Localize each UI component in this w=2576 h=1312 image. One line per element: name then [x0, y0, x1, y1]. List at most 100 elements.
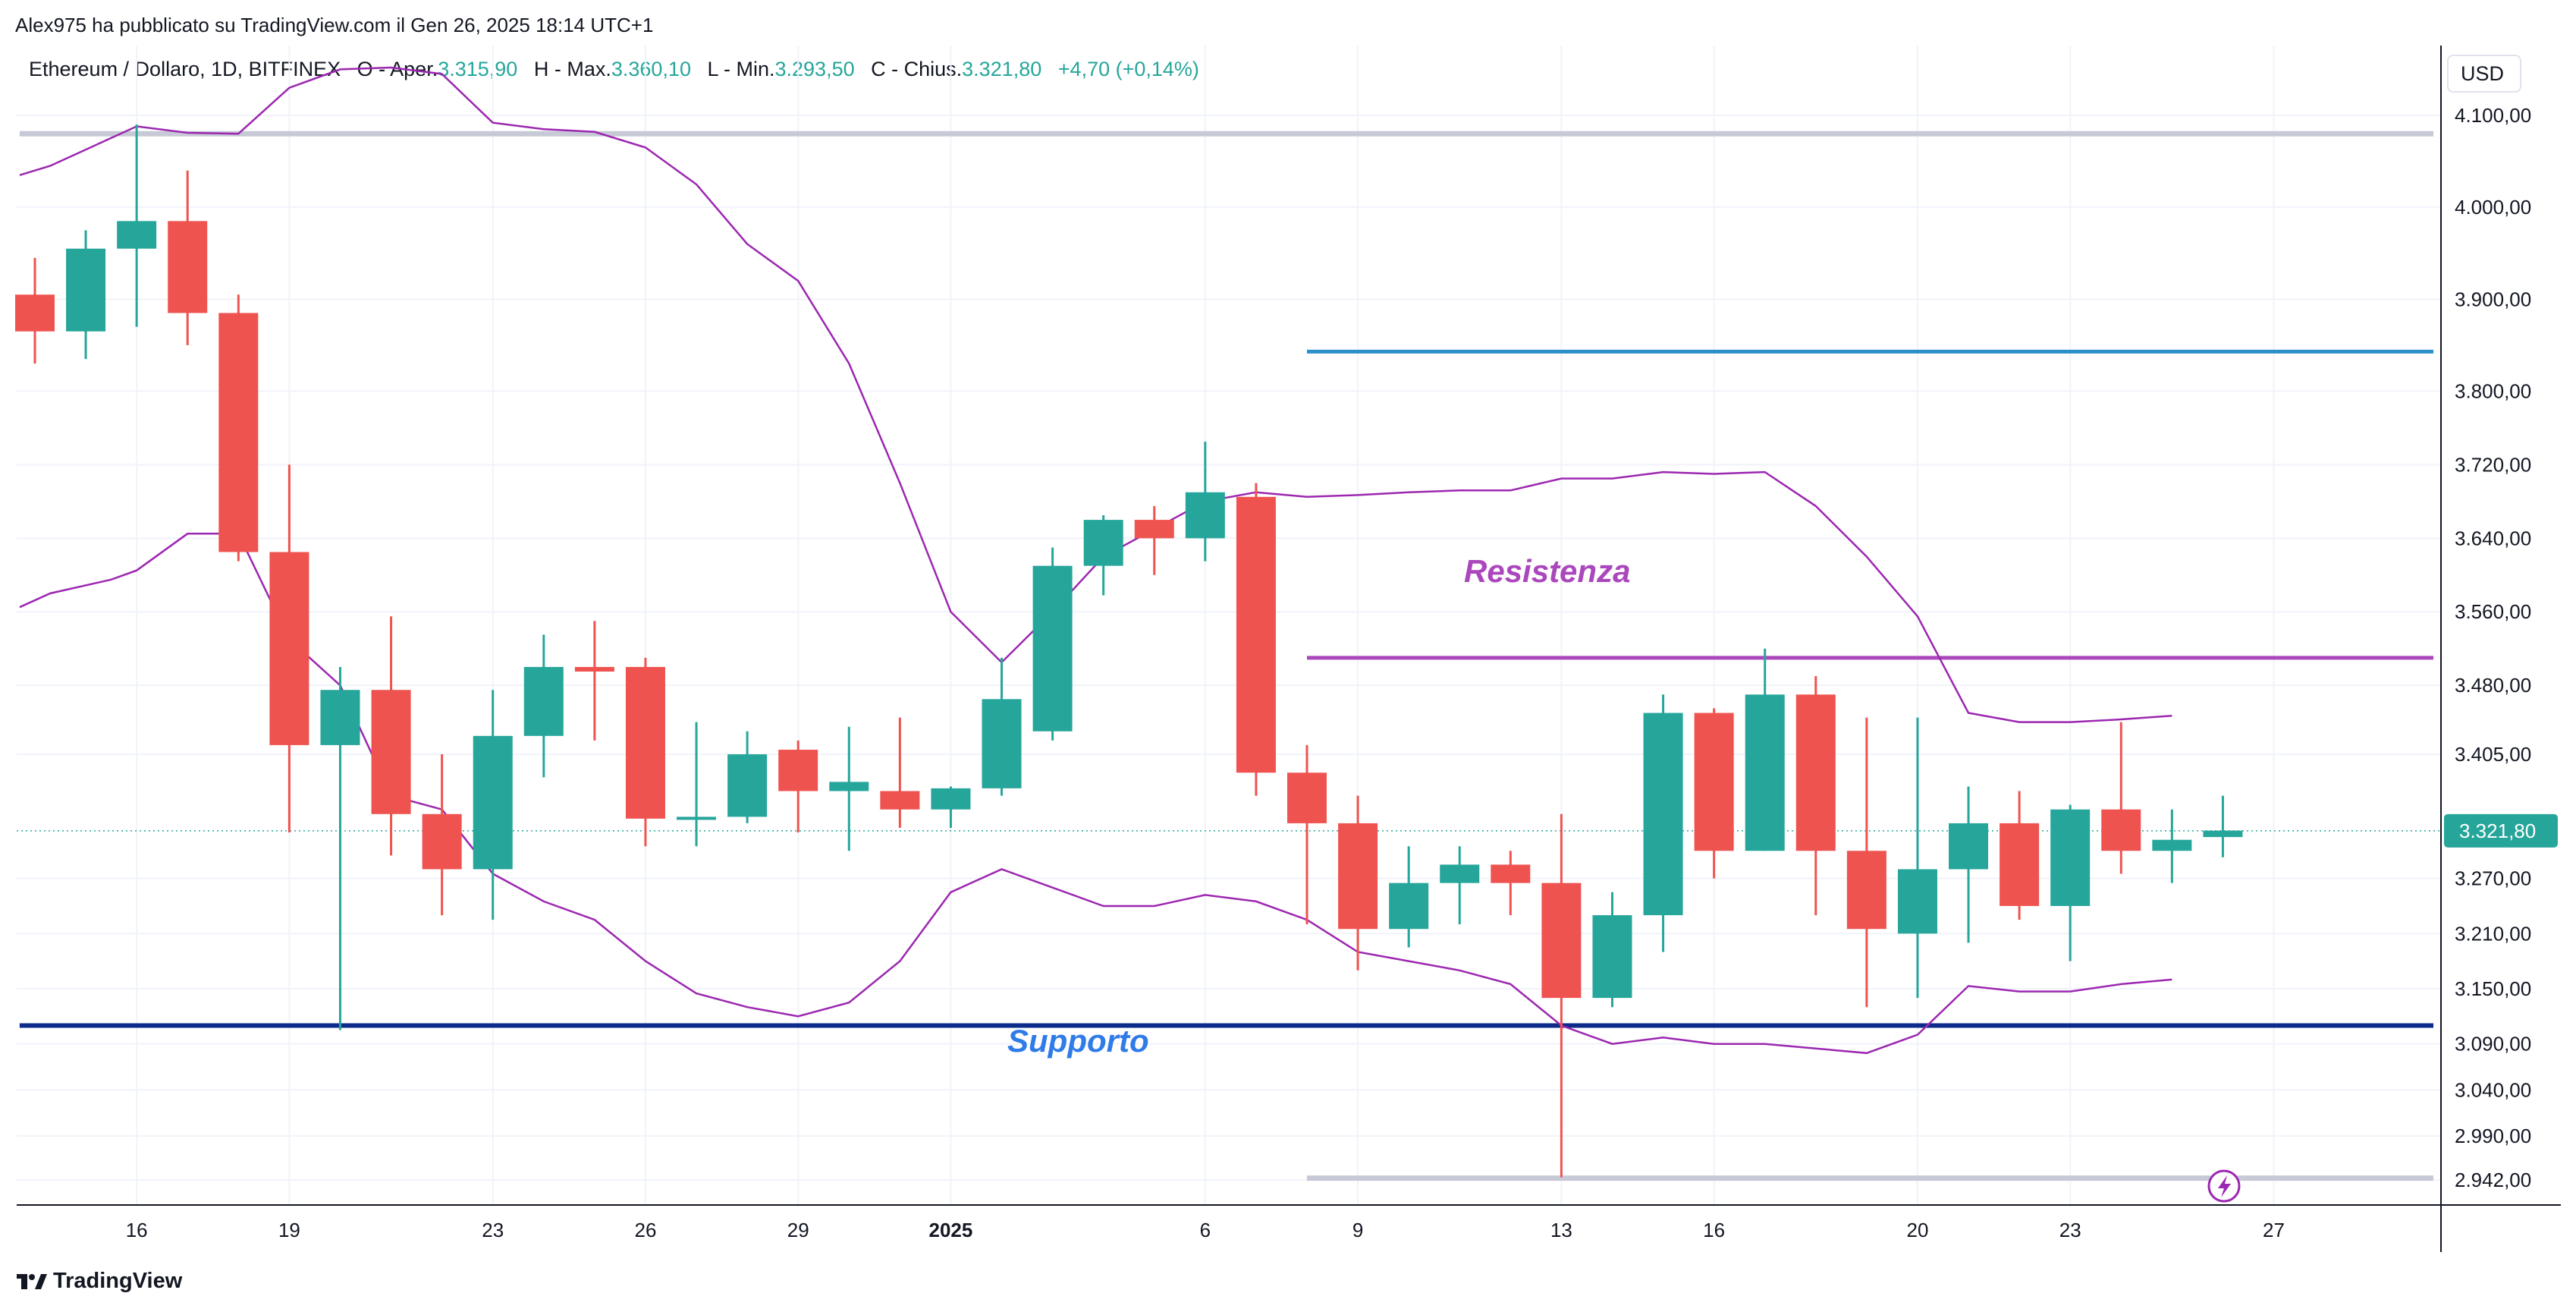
candle — [677, 722, 717, 847]
candle — [727, 731, 768, 823]
candle — [1949, 786, 1989, 943]
currency-selector[interactable]: USD — [2447, 55, 2521, 93]
candle — [473, 690, 513, 920]
candle-body — [574, 666, 614, 672]
time-axis-label: 19 — [278, 1219, 300, 1241]
candle-body — [1795, 694, 1836, 851]
candle-body — [269, 552, 309, 745]
candle — [1846, 717, 1886, 1008]
low-label: L - Min. — [707, 58, 775, 80]
tradingview-logo-text: TradingView — [53, 1269, 183, 1293]
candle-body — [931, 788, 971, 810]
price-axis-label: 3.090,00 — [2455, 1033, 2531, 1056]
candle — [1389, 846, 1429, 948]
candle — [422, 754, 462, 916]
chart-grid — [17, 46, 2441, 1205]
candle — [778, 740, 818, 833]
time-axis-label: 27 — [2263, 1219, 2285, 1241]
time-axis-label: 2025 — [929, 1219, 973, 1241]
tradingview-logo-icon — [17, 1273, 47, 1289]
price-axis-label: 3.210,00 — [2455, 922, 2531, 945]
candle-body — [1592, 915, 1632, 999]
candle — [523, 634, 564, 778]
candle-body — [1694, 713, 1734, 851]
lightning-icon — [2207, 1169, 2241, 1203]
candle-body — [2203, 830, 2243, 838]
horizontal-levels — [17, 131, 2441, 1181]
candle — [1491, 851, 1531, 916]
candle-body — [1338, 823, 1378, 930]
candle-body — [1846, 851, 1886, 930]
candle-body — [66, 248, 106, 332]
candle — [2101, 722, 2141, 874]
candle — [1236, 483, 1276, 796]
candle-body — [1949, 823, 1989, 870]
candle-body — [1134, 520, 1174, 539]
candle — [320, 666, 360, 1030]
candle-body — [1389, 883, 1429, 930]
candle-body — [880, 791, 920, 810]
time-axis-label: 23 — [482, 1219, 504, 1241]
candle-body — [1541, 883, 1582, 999]
candle-body — [15, 294, 55, 332]
candle — [117, 124, 157, 327]
time-axis-label: 13 — [1550, 1219, 1572, 1241]
candle — [1745, 648, 1785, 851]
time-axis-label: 29 — [787, 1219, 809, 1241]
candle-body — [320, 690, 360, 745]
candle-body — [117, 221, 157, 249]
price-axis-label: 3.640,00 — [2455, 527, 2531, 549]
publication-attribution: Alex975 ha pubblicato su TradingView.com… — [15, 14, 654, 36]
price-axis-label: 3.150,00 — [2455, 977, 2531, 1000]
candle — [880, 717, 920, 828]
time-axis-label: 20 — [1906, 1219, 1928, 1241]
candle — [1795, 676, 1836, 916]
price-axis-label: 3.720,00 — [2455, 453, 2531, 476]
candle — [1338, 795, 1378, 971]
price-axis-label: 3.040,00 — [2455, 1078, 2531, 1101]
candle-body — [1745, 694, 1785, 851]
candle-body — [422, 813, 462, 870]
price-axis-label: 4.100,00 — [2455, 104, 2531, 127]
candle-body — [677, 816, 717, 820]
candle-body — [1185, 492, 1225, 539]
last-price-badge-text: 3.321,80 — [2459, 820, 2536, 842]
candle — [982, 657, 1022, 796]
candle — [218, 294, 259, 562]
price-axis-label: 3.900,00 — [2455, 288, 2531, 310]
bollinger-upper-band — [19, 66, 2172, 723]
time-axis-label: 16 — [1703, 1219, 1725, 1241]
time-axis-label: 6 — [1200, 1219, 1211, 1241]
price-axis-label: 4.000,00 — [2455, 196, 2531, 219]
close-label: C - Chius. — [871, 58, 963, 80]
candlestick-series — [15, 124, 2243, 1178]
candle — [2203, 795, 2243, 857]
change-value: +4,70 (+0,14%) — [1057, 58, 1199, 80]
open-value: 3.315,90 — [438, 58, 518, 80]
candle-body — [1897, 869, 1937, 934]
candle-body — [982, 699, 1022, 788]
candle-body — [218, 313, 259, 552]
candle-body — [625, 666, 665, 819]
candle-body — [1643, 713, 1683, 916]
candle-body — [2050, 809, 2091, 906]
price-axis-label: 3.560,00 — [2455, 600, 2531, 623]
chart-annotations: Resistenza Supporto — [1007, 553, 2241, 1203]
candle — [574, 621, 614, 741]
candle — [625, 657, 665, 847]
candle — [1694, 708, 1734, 879]
candle — [1287, 744, 1327, 925]
candle — [931, 786, 971, 828]
candle — [1134, 505, 1174, 575]
lightning-icon-bolt — [2218, 1175, 2231, 1197]
candle-body — [829, 782, 869, 791]
candle — [2050, 804, 2091, 961]
price-axis-label: 3.405,00 — [2455, 743, 2531, 766]
time-axis-label: 9 — [1352, 1219, 1363, 1241]
candle — [168, 170, 208, 345]
tradingview-logo[interactable]: TradingView — [17, 1269, 182, 1294]
support-label: Supporto — [1007, 1023, 1149, 1059]
candle — [2000, 791, 2040, 920]
low-value: 3.293,50 — [774, 58, 855, 80]
